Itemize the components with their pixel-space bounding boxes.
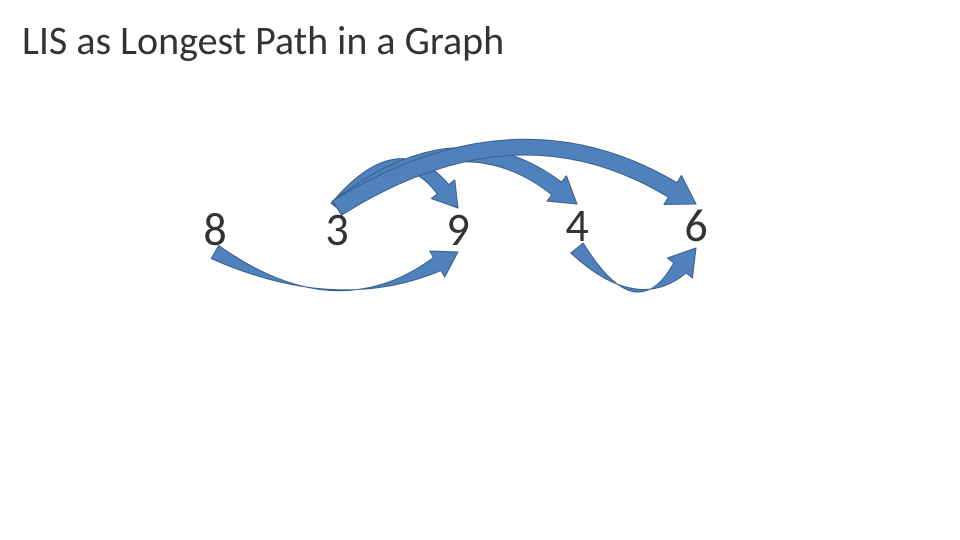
graph-node: 6 [684,198,707,254]
graph-arrows-layer [0,0,960,540]
graph-node: 4 [565,198,588,254]
graph-edge-arrow [333,139,696,215]
graph-node: 9 [446,202,469,258]
graph-node: 3 [325,202,348,258]
graph-node: 8 [203,202,226,258]
graph-edge-arrow [571,243,696,292]
